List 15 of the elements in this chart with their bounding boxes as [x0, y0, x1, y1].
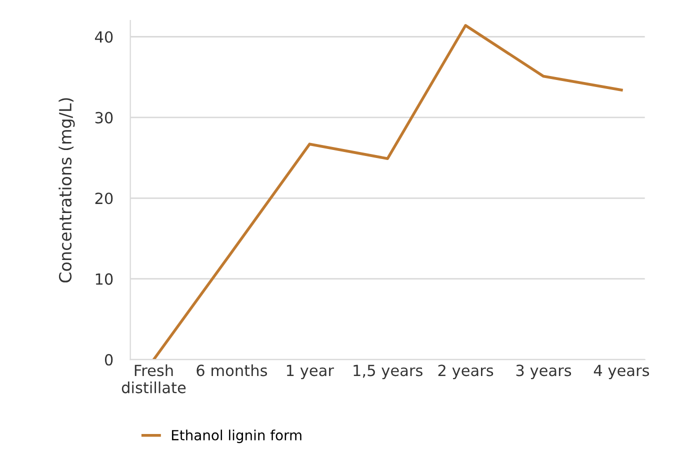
x-tick-label: 1,5 years	[354, 364, 422, 380]
x-tick-label: 3 years	[516, 364, 572, 380]
legend-label: Ethanol lignin form	[172, 430, 302, 444]
y-tick-label: 30	[95, 112, 113, 124]
y-axis-title: Concentrations (mg/L)	[58, 98, 75, 282]
x-tick-label: 6 months	[196, 364, 267, 376]
x-tick-label: 2 years	[438, 364, 494, 380]
y-tick-label: 0	[104, 354, 113, 366]
y-tick-label: 20	[95, 192, 113, 204]
x-tick-label: Fresh distillate	[122, 364, 186, 394]
y-tick-label: 10	[96, 273, 113, 285]
y-tick-label: 40	[94, 31, 113, 43]
x-tick-label: 4 years	[594, 364, 650, 380]
x-tick-label: 1 year	[286, 364, 334, 380]
line-series	[152, 24, 623, 360]
